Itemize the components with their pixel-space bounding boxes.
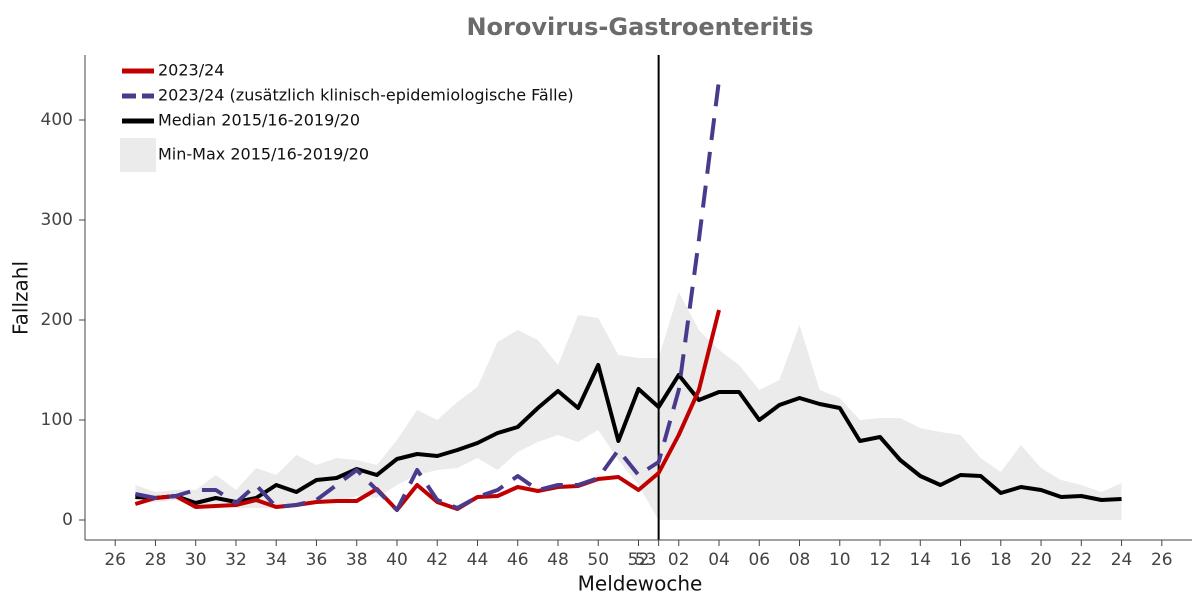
x-tick-label: 08: [789, 550, 811, 570]
x-tick-label: 22: [1070, 550, 1092, 570]
min-max-band: [135, 292, 1122, 520]
x-tick-label: 20: [1030, 550, 1052, 570]
legend-label: 2023/24: [158, 61, 224, 80]
legend-label: 2023/24 (zusätzlich klinisch-epidemiolog…: [158, 86, 574, 105]
series-line: [134, 309, 721, 512]
legend-swatch: [120, 138, 156, 172]
x-tick-label: 40: [386, 550, 408, 570]
series-line: [135, 363, 1122, 505]
x-tick-label: 34: [265, 550, 287, 570]
x-tick-label: 38: [346, 550, 368, 570]
x-tick-label: 32: [225, 550, 247, 570]
x-tick-label: 02: [668, 550, 690, 570]
legend-label: Min-Max 2015/16-2019/20: [158, 145, 369, 164]
x-tick-label: 36: [306, 550, 328, 570]
x-tick-label: 12: [869, 550, 891, 570]
x-tick-label: 46: [507, 550, 529, 570]
x-tick-label: 52: [628, 550, 650, 570]
y-axis-title: Fallzahl: [9, 261, 33, 335]
x-tick-label: 30: [185, 550, 207, 570]
x-tick-label: 28: [145, 550, 167, 570]
x-tick-label: 18: [990, 550, 1012, 570]
legend-label: Median 2015/16-2019/20: [158, 111, 360, 130]
x-tick-label: 24: [1111, 550, 1133, 570]
x-tick-label: 06: [748, 550, 770, 570]
y-tick-label: 400: [41, 110, 73, 130]
y-tick-label: 0: [62, 510, 73, 530]
x-tick-label: 42: [426, 550, 448, 570]
x-tick-label: 04: [708, 550, 730, 570]
x-axis-title: Meldewoche: [578, 572, 703, 596]
x-tick-label: 48: [547, 550, 569, 570]
x-tick-label: 14: [909, 550, 931, 570]
chart-title: Norovirus-Gastroenteritis: [466, 13, 813, 41]
x-tick-label: 50: [587, 550, 609, 570]
x-tick-label: 16: [950, 550, 972, 570]
y-tick-label: 300: [41, 210, 73, 230]
y-tick-label: 100: [41, 410, 73, 430]
x-tick-label: 44: [467, 550, 489, 570]
x-tick-label: 53: [635, 550, 657, 570]
x-tick-label: 26: [1151, 550, 1173, 570]
x-tick-label: 26: [104, 550, 126, 570]
x-tick-label: 10: [829, 550, 851, 570]
y-tick-label: 200: [41, 310, 73, 330]
